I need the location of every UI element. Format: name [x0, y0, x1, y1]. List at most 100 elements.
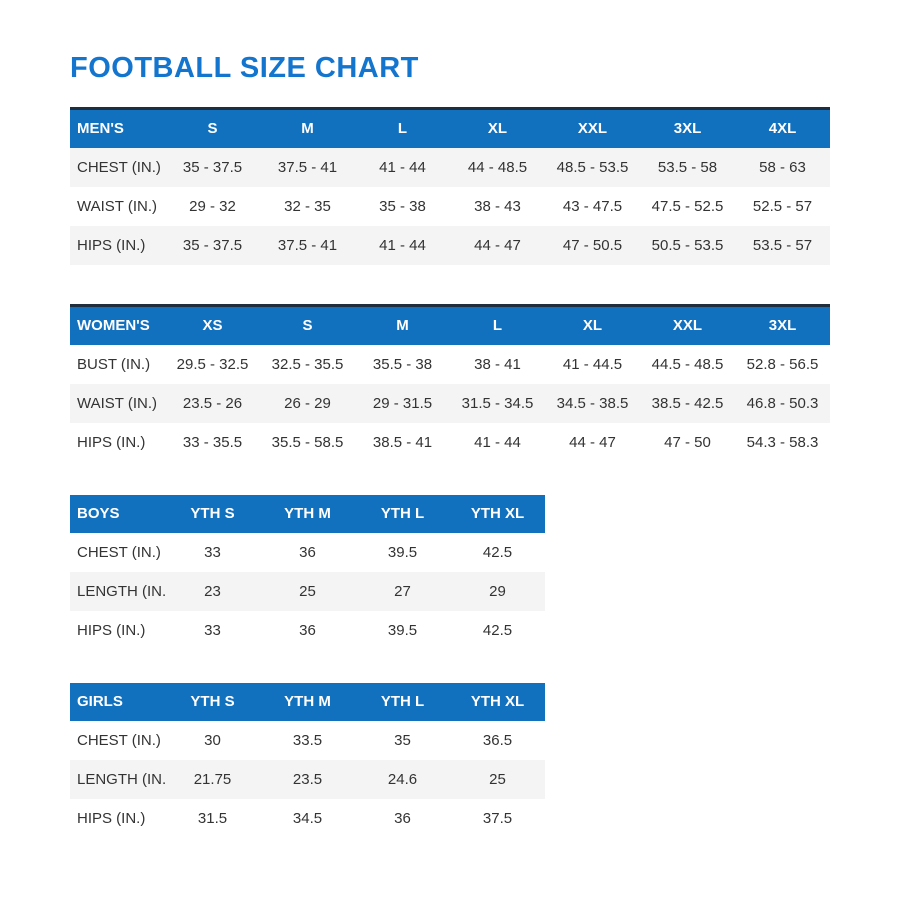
table-header-row: MEN'S S M L XL XXL 3XL 4XL — [70, 110, 830, 148]
size-header-cell: 4XL — [768, 120, 797, 137]
size-value: 41 - 44.5 — [562, 356, 623, 373]
measurement-row: WAIST (IN.) 29 - 32 32 - 35 35 - 38 38 - 43 4… — [70, 187, 830, 226]
page-title: FOOTBALL SIZE CHART — [70, 52, 419, 84]
size-value: 47 - 50 — [664, 434, 711, 451]
measurement-label: CHEST (IN.) — [77, 159, 161, 176]
size-value: 35.5 - 38 — [372, 356, 433, 373]
size-header-cell: XS — [202, 317, 223, 334]
size-value: 37.5 — [482, 810, 513, 827]
girls-size-table: GIRLS YTH S YTH M YTH L YTH XL CHEST (IN.) 30 3… — [70, 683, 545, 838]
size-value: 37.5 - 41 — [277, 159, 338, 176]
size-value: 25 — [489, 771, 506, 788]
size-value: 33 — [204, 544, 221, 561]
size-header-cell: YTH L — [380, 693, 425, 710]
size-header-cell: S — [207, 120, 218, 137]
womens-size-table: WOMEN'S XS S M L XL XXL 3XL BUST (IN.) 29.5 - 32.… — [70, 304, 830, 462]
measurement-label: BUST (IN.) — [77, 356, 151, 373]
size-value: 42.5 — [482, 622, 513, 639]
size-value: 23 — [204, 583, 221, 600]
size-value: 37.5 - 41 — [277, 237, 338, 254]
size-header-cell: YTH M — [284, 693, 331, 710]
size-value: 35 - 38 — [379, 198, 426, 215]
size-value: 44 - 47 — [474, 237, 521, 254]
size-header-cell: XXL — [577, 120, 608, 137]
size-value: 35.5 - 58.5 — [271, 434, 344, 451]
measurement-row: CHEST (IN.) 30 33.5 35 36.5 — [70, 721, 545, 760]
size-value: 29 - 31.5 — [372, 395, 433, 412]
size-header-cell: YTH XL — [470, 505, 525, 522]
size-value: 35 — [394, 732, 411, 749]
measurement-row: BUST (IN.) 29.5 - 32.5 32.5 - 35.5 35.5 - 3… — [70, 345, 830, 384]
measurement-row: HIPS (IN.) 35 - 37.5 37.5 - 41 41 - 44 44 - … — [70, 226, 830, 265]
size-value: 24.6 — [387, 771, 418, 788]
size-header-cell: L — [492, 317, 503, 334]
size-value: 33.5 — [292, 732, 323, 749]
size-header-cell: M — [396, 317, 409, 334]
measurement-row: HIPS (IN.) 33 - 35.5 35.5 - 58.5 38.5 - 41 4… — [70, 423, 830, 462]
measurement-label: HIPS (IN.) — [77, 237, 146, 254]
table-header-row: GIRLS YTH S YTH M YTH L YTH XL — [70, 683, 545, 721]
size-value: 26 - 29 — [284, 395, 331, 412]
table-header-row: BOYS YTH S YTH M YTH L YTH XL — [70, 495, 545, 533]
measurement-row: HIPS (IN.) 31.5 34.5 36 37.5 — [70, 799, 545, 838]
size-value: 50.5 - 53.5 — [651, 237, 724, 254]
measurement-row: HIPS (IN.) 33 36 39.5 42.5 — [70, 611, 545, 650]
size-value: 33 - 35.5 — [182, 434, 243, 451]
measurement-label: WAIST (IN.) — [77, 395, 157, 412]
size-value: 38 - 43 — [474, 198, 521, 215]
size-value: 31.5 — [197, 810, 228, 827]
measurement-row: CHEST (IN.) 33 36 39.5 42.5 — [70, 533, 545, 572]
size-header-cell: YTH S — [190, 505, 235, 522]
table-body: CHEST (IN.) 33 36 39.5 42.5 LENGTH (IN.) 23 25 2… — [70, 533, 545, 650]
measurement-label: CHEST (IN.) — [77, 732, 161, 749]
size-value: 35 - 37.5 — [182, 237, 243, 254]
measurement-label: WAIST (IN.) — [77, 198, 157, 215]
size-value: 34.5 - 38.5 — [556, 395, 629, 412]
size-value: 31.5 - 34.5 — [461, 395, 534, 412]
size-value: 34.5 — [292, 810, 323, 827]
measurement-label: HIPS (IN.) — [77, 810, 146, 827]
boys-size-table: BOYS YTH S YTH M YTH L YTH XL CHEST (IN.) 33 36… — [70, 495, 545, 650]
size-header-cell: S — [302, 317, 313, 334]
table-group-label: BOYS — [77, 505, 120, 522]
size-header-cell: XL — [582, 317, 603, 334]
measurement-row: WAIST (IN.) 23.5 - 26 26 - 29 29 - 31.5 31.5… — [70, 384, 830, 423]
size-value: 30 — [204, 732, 221, 749]
measurement-label: HIPS (IN.) — [77, 622, 146, 639]
table-body: BUST (IN.) 29.5 - 32.5 32.5 - 35.5 35.5 - 3… — [70, 345, 830, 462]
size-header-cell: XL — [487, 120, 508, 137]
table-body: CHEST (IN.) 35 - 37.5 37.5 - 41 41 - 44 44 -… — [70, 148, 830, 265]
table-group-label: WOMEN'S — [77, 317, 150, 334]
size-value: 38 - 41 — [474, 356, 521, 373]
size-value: 32.5 - 35.5 — [271, 356, 344, 373]
size-header-cell: YTH S — [190, 693, 235, 710]
size-value: 41 - 44 — [379, 237, 426, 254]
size-value: 38.5 - 42.5 — [651, 395, 724, 412]
size-value: 36 — [299, 622, 316, 639]
table-body: CHEST (IN.) 30 33.5 35 36.5 LENGTH (IN.) 21.75… — [70, 721, 545, 838]
size-value: 23.5 - 26 — [182, 395, 243, 412]
measurement-row: LENGTH (IN.) 21.75 23.5 24.6 25 — [70, 760, 545, 799]
measurement-label: LENGTH (IN.) — [77, 771, 165, 788]
measurement-label: HIPS (IN.) — [77, 434, 146, 451]
size-header-cell: YTH M — [284, 505, 331, 522]
size-value: 44.5 - 48.5 — [651, 356, 724, 373]
size-value: 39.5 — [387, 544, 418, 561]
size-value: 23.5 — [292, 771, 323, 788]
size-value: 48.5 - 53.5 — [556, 159, 629, 176]
size-header-cell: YTH XL — [470, 693, 525, 710]
mens-size-table: MEN'S S M L XL XXL 3XL 4XL CHEST (IN.) 35 - 37.5 3… — [70, 107, 830, 265]
size-value: 36.5 — [482, 732, 513, 749]
size-value: 38.5 - 41 — [372, 434, 433, 451]
size-value: 44 - 48.5 — [467, 159, 528, 176]
size-value: 29 — [489, 583, 506, 600]
size-value: 39.5 — [387, 622, 418, 639]
size-value: 33 — [204, 622, 221, 639]
measurement-label: LENGTH (IN.) — [77, 583, 165, 600]
size-value: 58 - 63 — [759, 159, 806, 176]
table-group-label: MEN'S — [77, 120, 124, 137]
size-value: 54.3 - 58.3 — [746, 434, 819, 451]
size-value: 27 — [394, 583, 411, 600]
measurement-label: CHEST (IN.) — [77, 544, 161, 561]
